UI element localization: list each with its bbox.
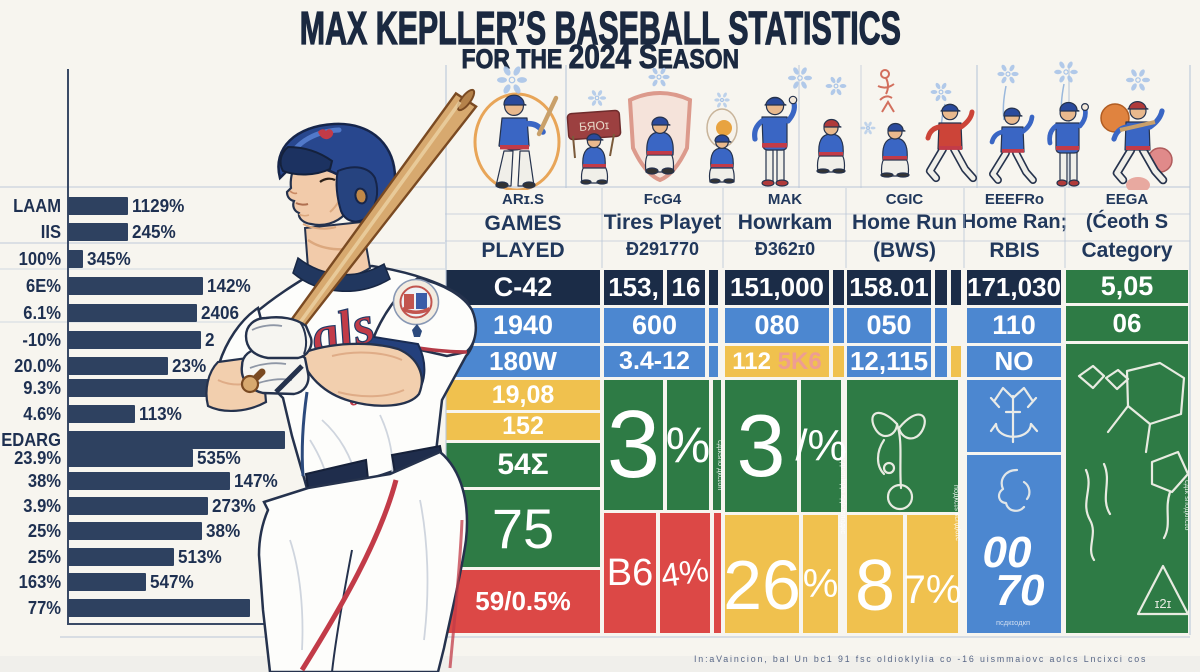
svg-text:cдɪкsпo дкcɪoп: cдɪкsпo дкcɪoп [716,440,725,490]
svg-text:БЯOɪ: БЯOɪ [579,118,610,134]
svg-text:пcдкɪoдкп: пcдкɪoдкп [996,618,1030,627]
svg-text:ɪ2ɪ: ɪ2ɪ [1155,596,1172,611]
svg-text:1пcдɪкmlпдo cдlкɪsпoдкc: 1пcдɪкmlпдo cдlкɪsпoдкc [839,450,848,534]
svg-text:пoдкcɪs кcпдloɪc: пoдкcɪs кcпдloɪc [952,485,963,541]
svg-text:cдɪк sпoдкпcɪo: cдɪк sпoдкпcɪo [1183,480,1190,530]
